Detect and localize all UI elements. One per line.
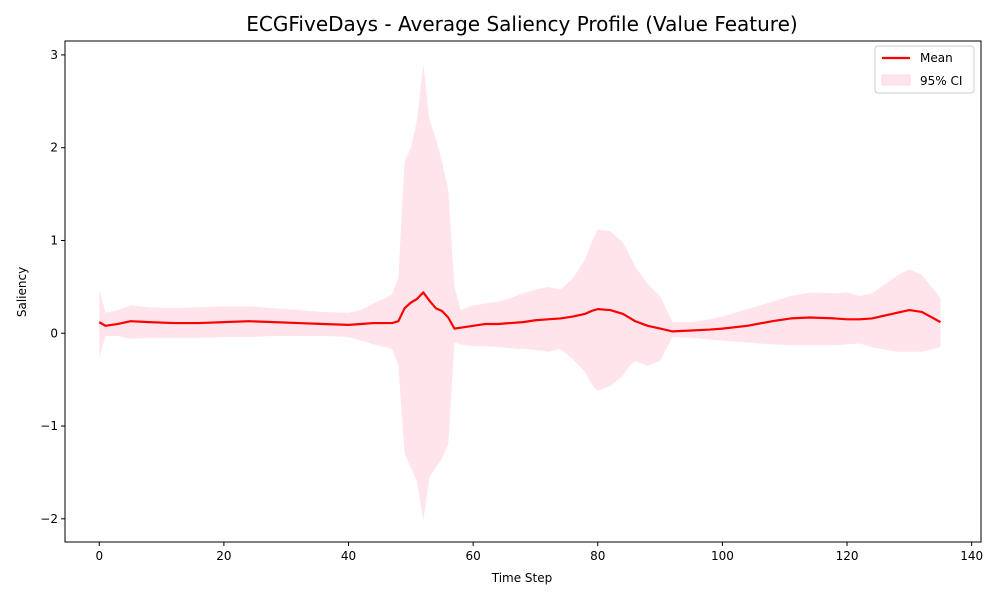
- legend-ci-label: 95% CI: [920, 74, 962, 88]
- y-axis-label: Saliency: [15, 267, 29, 317]
- x-tick-label: 40: [341, 549, 356, 563]
- legend-mean-label: Mean: [920, 51, 953, 65]
- chart-title: ECGFiveDays - Average Saliency Profile (…: [246, 12, 797, 36]
- x-tick-label: 0: [95, 549, 103, 563]
- x-tick-label: 60: [466, 549, 481, 563]
- x-tick-label: 140: [960, 549, 983, 563]
- y-tick-label: −2: [40, 512, 58, 526]
- y-tick-label: 0: [50, 326, 58, 340]
- mean-line: [98, 291, 942, 333]
- legend-ci-swatch: [881, 74, 911, 86]
- x-axis-label: Time Step: [491, 571, 553, 585]
- y-tick-label: 2: [50, 141, 58, 155]
- y-tick-label: 1: [50, 233, 58, 247]
- x-tick-label: 120: [836, 549, 859, 563]
- legend: Mean 95% CI: [874, 45, 975, 94]
- y-axis-ticks: −2 −1 0 1 2 3: [40, 48, 65, 526]
- x-tick-label: 100: [711, 549, 734, 563]
- x-tick-label: 20: [216, 549, 231, 563]
- y-tick-label: 3: [50, 48, 58, 62]
- plot-area: [98, 64, 942, 521]
- x-axis-ticks: 0 20 40 60 80 100 120 140: [95, 542, 983, 563]
- axes-frame: [64, 40, 982, 543]
- x-tick-label: 80: [590, 549, 605, 563]
- y-tick-label: −1: [40, 419, 58, 433]
